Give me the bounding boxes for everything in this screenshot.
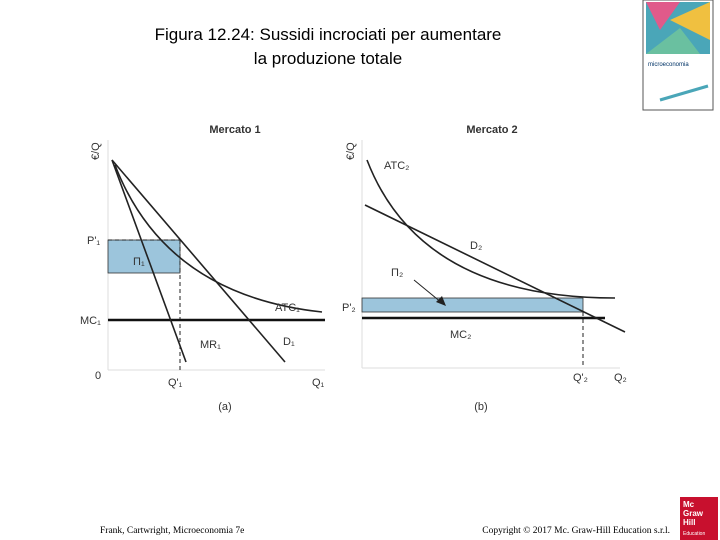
mr-label: MR₁ [200,339,221,351]
footer-right: Copyright © 2017 Mc. Graw-Hill Education… [482,525,670,536]
atc-curve [114,164,323,313]
footer-left: Frank, Cartwright, Microeconomia 7e [100,526,244,536]
cover-art [646,28,700,54]
logo: Mc Graw Hill Education [680,497,718,540]
atc-curve [366,159,616,299]
cover-art [646,2,680,30]
y-axis-label: €/Q [90,142,102,160]
price-label: P'₂ [342,302,356,314]
panel-b: Mercato 2 €/Q ATC₂ D₂ Π₂ P'₂ MC₂ Q'₂ Q₂ … [342,124,627,413]
origin-label: 0 [95,370,101,382]
mc-label: MC₂ [450,329,471,341]
logo-text: Mc [683,500,695,509]
cover-title: microeconomia [648,62,689,68]
quantity-label: Q'₁ [168,377,183,389]
demand-line [111,159,286,363]
panel-title: Mercato 2 [466,124,517,136]
x-axis-label: Q₁ [312,377,325,389]
demand-label: D₂ [470,240,482,252]
panel-title: Mercato 1 [209,124,260,136]
price-label: P'₁ [87,235,100,247]
title-line: la produzione totale [254,49,402,68]
logo-text: Education [683,531,705,537]
logo-text: Graw [683,509,704,518]
demand-label: D₁ [283,336,295,348]
panel-caption: (b) [474,401,487,413]
cover-art [659,84,709,102]
profit-area [361,297,584,313]
arrow-head [436,296,446,306]
profit-label: Π₂ [391,267,403,279]
demand-line [364,204,626,333]
book-cover: microeconomia [642,0,714,111]
arrow [413,279,443,304]
logo-box [680,497,718,540]
panel-caption: (a) [218,401,231,413]
atc-label: ATC₁ [275,302,300,314]
atc-label: ATC₂ [384,160,409,172]
logo-text: Hill [683,518,695,527]
panel-a: Mercato 1 €/Q P'₁ Π₁ ATC₁ MC₁ MR₁ D₁ 0 Q… [80,124,325,413]
mr-line [111,159,187,363]
quantity-label: Q'₂ [573,372,588,384]
x-axis-label: Q₂ [614,372,627,384]
mc-label: MC₁ [80,315,101,327]
title-line: Figura 12.24: Sussidi incrociati per aum… [155,25,502,44]
profit-label: Π₁ [133,256,145,268]
cover-art [670,2,710,40]
y-axis-label: €/Q [345,142,357,160]
